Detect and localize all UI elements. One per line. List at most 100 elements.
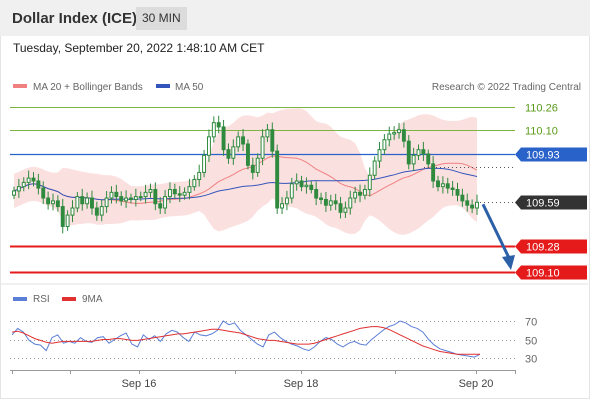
candle-body: [65, 214, 70, 227]
candle-body: [323, 198, 328, 206]
chart-datetime: Tuesday, September 20, 2022 1:48:10 AM C…: [13, 41, 265, 55]
candle-body: [421, 149, 426, 155]
candle-body: [21, 181, 26, 188]
candle-body: [16, 186, 21, 192]
candle-body: [440, 183, 445, 188]
candle-body: [343, 207, 348, 213]
candle-body: [245, 143, 250, 166]
candle-body: [382, 139, 387, 151]
candle-body: [280, 203, 285, 209]
candle-body: [250, 164, 255, 173]
level-tag-109.28: [515, 239, 587, 254]
candle-body: [172, 189, 177, 195]
candle-body: [328, 200, 333, 206]
candle-body: [406, 140, 411, 165]
candle-body: [284, 197, 289, 205]
candle-body: [314, 189, 319, 199]
level-label-109.28: 109.28: [526, 242, 560, 254]
candle-body: [153, 189, 158, 205]
candle-body: [338, 203, 343, 213]
candle-body: [90, 197, 94, 209]
candle-body: [362, 189, 367, 196]
ma20-legend-label: MA 20 + Bollinger Bands: [33, 82, 143, 93]
level-tag-109.93: [515, 147, 587, 162]
instrument-title: Dollar Index (ICE): [12, 10, 138, 27]
candle-body: [260, 136, 265, 159]
candle-body: [358, 191, 362, 196]
candle-body: [41, 187, 46, 199]
candle-body: [275, 150, 280, 209]
x-tick-label: Sep 16: [122, 378, 157, 390]
candle-body: [470, 204, 475, 209]
candle-body: [55, 200, 60, 208]
candle-body: [299, 180, 304, 188]
current-price-label: 109.59: [526, 198, 560, 210]
candle-body: [416, 149, 421, 156]
candle-body: [36, 180, 41, 189]
candle-body: [460, 194, 465, 202]
candle-body: [231, 146, 236, 159]
rsi-legend-swatch: [13, 297, 27, 301]
candle-body: [348, 197, 353, 209]
rsi-tick-50: 50: [525, 336, 537, 348]
level-label-109.93: 109.93: [526, 150, 560, 162]
rsi-tick-70: 70: [525, 317, 537, 329]
candle-body: [46, 197, 51, 205]
candle-body: [70, 207, 75, 216]
candle-body: [436, 180, 440, 188]
level-tag-109.10: [515, 265, 587, 280]
candle-body: [255, 157, 260, 173]
candle-body: [99, 206, 104, 216]
candle-body: [148, 189, 153, 193]
candle-body: [129, 197, 133, 200]
candle-body: [206, 136, 211, 156]
candle-body: [80, 196, 85, 205]
candle-body: [465, 200, 470, 206]
candle-body: [289, 183, 294, 199]
candle-body: [353, 191, 358, 199]
candle-body: [138, 196, 143, 199]
candle-body: [397, 129, 401, 134]
research-credit: Research © 2022 Trading Central: [432, 82, 581, 93]
candle-body: [163, 196, 168, 209]
ma50-legend-swatch: [156, 84, 170, 88]
candle-body: [94, 207, 99, 216]
candle-body: [367, 174, 372, 191]
candle-body: [270, 129, 275, 152]
candle-body: [294, 180, 299, 185]
candle-body: [51, 200, 55, 205]
level-label-110.26: 110.26: [525, 103, 558, 115]
candle-body: [133, 196, 138, 200]
ma20-legend-swatch: [13, 84, 27, 88]
candle-body: [372, 160, 377, 176]
candle-body: [109, 191, 114, 199]
candle-body: [167, 189, 172, 198]
candle-body: [104, 197, 109, 208]
candle-body: [445, 183, 450, 189]
candle-body: [431, 163, 436, 182]
candle-body: [401, 129, 406, 142]
candle-body: [377, 149, 382, 162]
rsi-ma-line: [11, 326, 480, 355]
candle-body: [31, 177, 36, 182]
level-label-109.10: 109.10: [526, 268, 560, 280]
candle-body: [387, 133, 392, 141]
candle-body: [426, 153, 431, 165]
timeframe-badge[interactable]: 30 MIN: [136, 7, 187, 30]
candle-body: [455, 189, 460, 196]
candle-body: [236, 136, 241, 148]
candle-body: [192, 179, 197, 188]
candle-body: [187, 186, 192, 193]
candle-body: [114, 191, 119, 198]
rsi-tick-30: 30: [525, 354, 537, 366]
projection-arrow-shaft: [481, 203, 513, 263]
candle-body: [211, 122, 216, 138]
candle-body: [182, 191, 187, 196]
candle-body: [221, 126, 226, 151]
candle-body: [75, 196, 80, 209]
candle-body: [319, 197, 324, 200]
projection-arrow-head: [502, 255, 515, 270]
level-label-110.10: 110.10: [525, 126, 558, 138]
candle-body: [85, 197, 90, 205]
